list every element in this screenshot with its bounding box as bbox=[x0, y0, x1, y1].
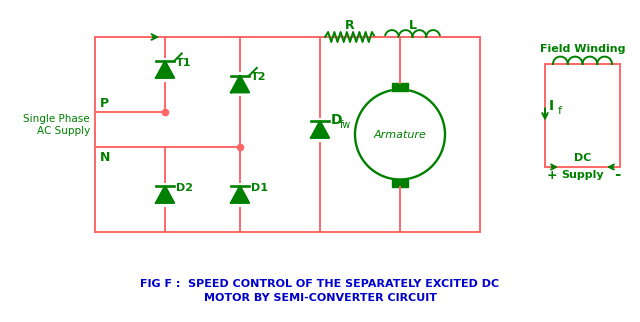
Text: DC: DC bbox=[574, 153, 591, 163]
Text: T2: T2 bbox=[251, 72, 266, 82]
Text: Single Phase: Single Phase bbox=[24, 114, 90, 124]
Text: Field Winding: Field Winding bbox=[540, 44, 625, 54]
Bar bbox=[392, 82, 408, 90]
Text: L: L bbox=[408, 19, 417, 32]
Text: D2: D2 bbox=[176, 183, 193, 193]
Text: T1: T1 bbox=[176, 58, 191, 68]
Text: D: D bbox=[331, 112, 342, 127]
Text: -: - bbox=[614, 167, 620, 182]
Polygon shape bbox=[231, 76, 249, 92]
Bar bbox=[392, 178, 408, 186]
Text: +: + bbox=[547, 169, 557, 182]
Text: Supply: Supply bbox=[561, 170, 604, 180]
Polygon shape bbox=[231, 186, 249, 203]
Text: R: R bbox=[345, 19, 355, 32]
Text: f: f bbox=[558, 106, 562, 116]
Text: P: P bbox=[100, 97, 109, 110]
Text: I: I bbox=[549, 99, 554, 112]
Polygon shape bbox=[156, 186, 174, 203]
Text: N: N bbox=[100, 151, 110, 164]
Polygon shape bbox=[311, 121, 329, 138]
Text: FIG F :  SPEED CONTROL OF THE SEPARATELY EXCITED DC: FIG F : SPEED CONTROL OF THE SEPARATELY … bbox=[140, 279, 500, 289]
Polygon shape bbox=[156, 61, 174, 78]
Text: D1: D1 bbox=[251, 183, 268, 193]
Text: Armature: Armature bbox=[374, 129, 426, 139]
Text: MOTOR BY SEMI-CONVERTER CIRCUIT: MOTOR BY SEMI-CONVERTER CIRCUIT bbox=[204, 293, 436, 303]
Text: AC Supply: AC Supply bbox=[36, 126, 90, 136]
Text: fw: fw bbox=[340, 119, 351, 129]
